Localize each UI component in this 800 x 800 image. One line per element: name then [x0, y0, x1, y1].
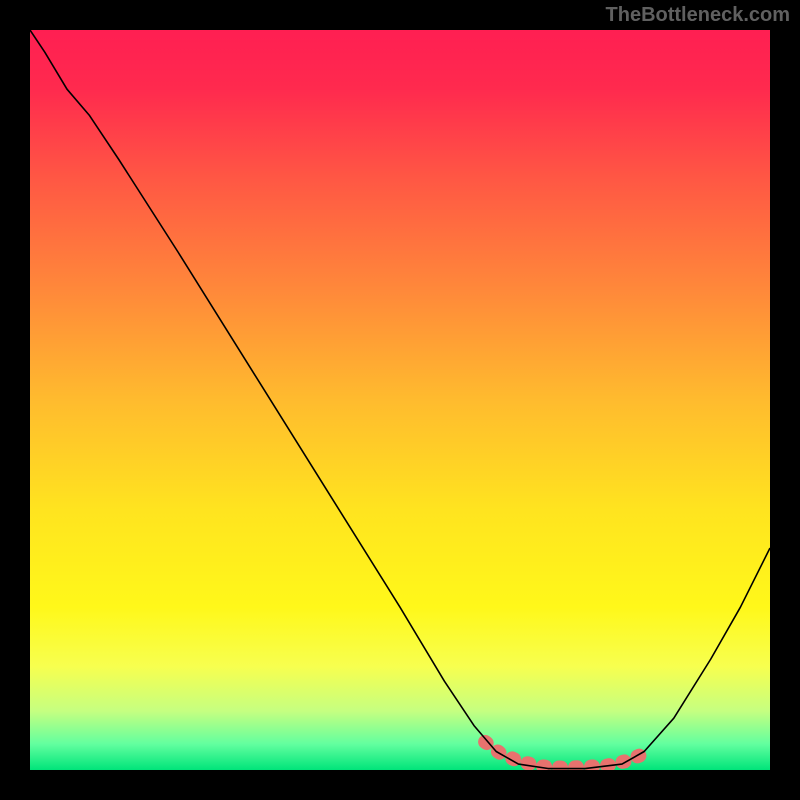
- chart-container: TheBottleneck.com: [0, 0, 800, 800]
- gradient-background: [30, 30, 770, 770]
- chart-svg: [30, 30, 770, 770]
- attribution-text: TheBottleneck.com: [606, 4, 790, 27]
- plot-area: [30, 30, 770, 770]
